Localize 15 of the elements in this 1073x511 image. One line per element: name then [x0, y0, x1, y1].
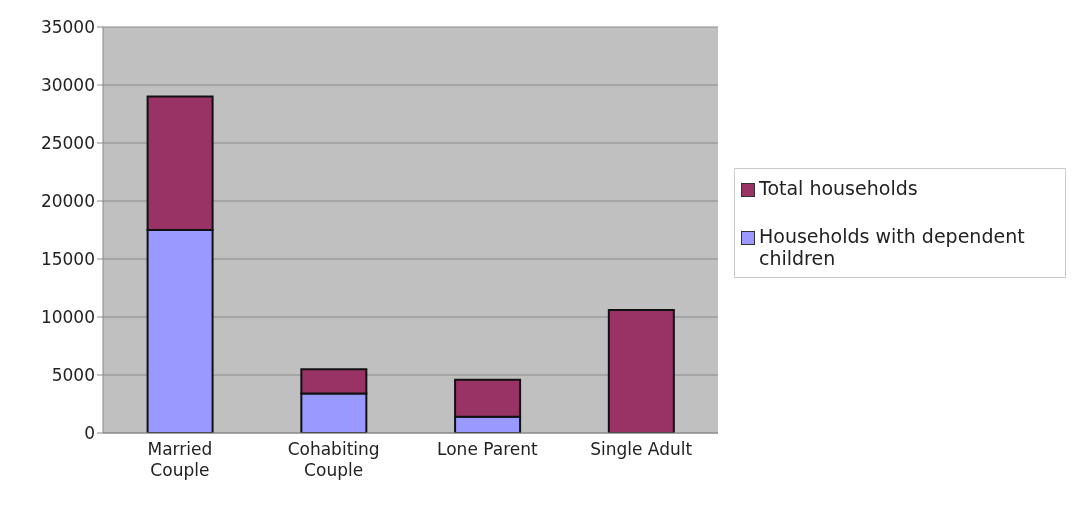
y-tick-label: 30000 [40, 75, 95, 96]
y-tick-label: 10000 [40, 307, 95, 328]
y-tick-label: 25000 [40, 133, 95, 154]
x-tick-label: Cohabiting Couple [287, 439, 380, 480]
x-tick-label: Married Couple [147, 439, 213, 480]
bar [607, 309, 675, 433]
legend-label: Total households [759, 177, 918, 199]
y-tick-label: 20000 [40, 191, 95, 212]
legend-label: Households with dependent children [759, 225, 1026, 269]
y-tick-label: 35000 [40, 17, 95, 38]
x-tick-label: Lone Parent [437, 439, 539, 459]
y-tick-label: 15000 [40, 249, 95, 270]
y-tick-label: 5000 [51, 365, 95, 386]
x-tick-label: Single Adult [590, 439, 693, 459]
y-tick-label: 0 [84, 423, 95, 444]
